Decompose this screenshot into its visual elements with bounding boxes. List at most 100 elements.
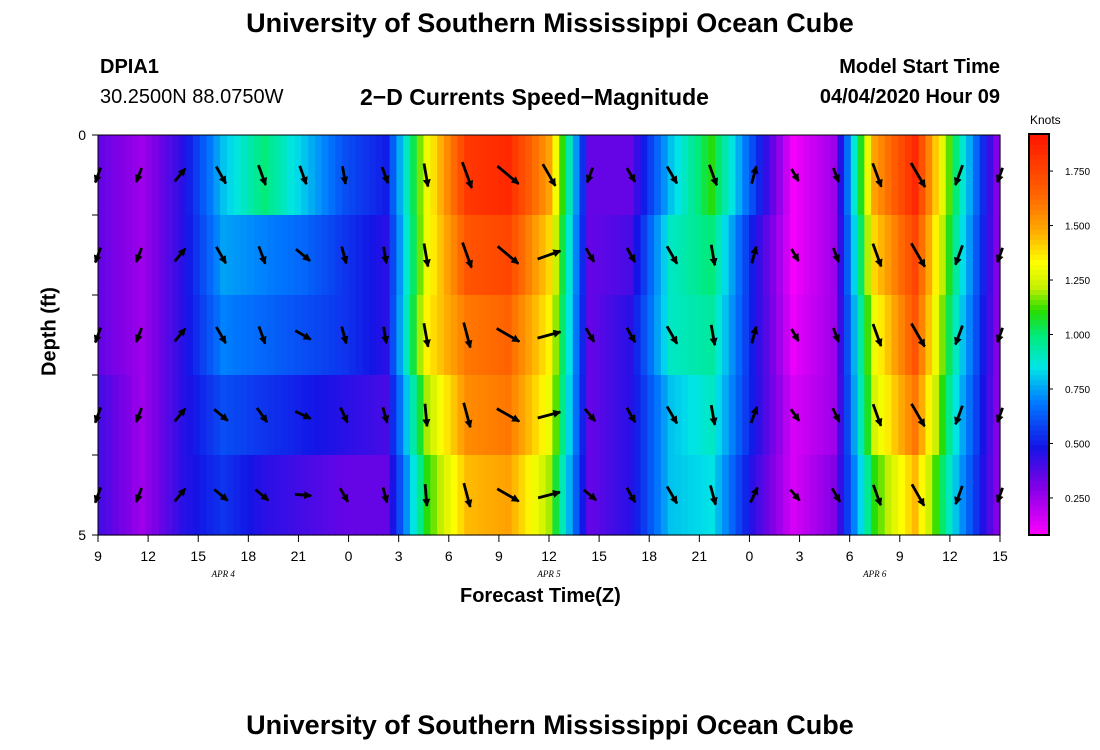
heatmap-cell xyxy=(620,375,628,456)
heatmap-cell xyxy=(471,455,479,536)
colorbar-swatch xyxy=(1029,419,1049,426)
heatmap-cell xyxy=(640,135,648,216)
heatmap-cell xyxy=(281,375,289,456)
heatmap-cell xyxy=(98,135,106,216)
heatmap-cell xyxy=(654,295,662,376)
heatmap-cell xyxy=(192,455,201,536)
heatmap-cell xyxy=(803,215,811,296)
heatmap-cell xyxy=(403,455,411,536)
heatmap-cell xyxy=(213,215,221,296)
heatmap-cell xyxy=(701,295,709,376)
current-arrow xyxy=(422,403,431,428)
heatmap-cell xyxy=(165,295,174,376)
heatmap-cell xyxy=(681,215,689,296)
heatmap-cell xyxy=(186,295,194,376)
heatmap-cell xyxy=(118,455,126,536)
heatmap-cell xyxy=(593,455,601,536)
x-tick-label: 9 xyxy=(896,548,904,564)
heatmap-cell xyxy=(769,455,777,536)
current-arrow xyxy=(750,245,759,264)
heatmap-cell xyxy=(735,135,743,216)
x-tick-label: 0 xyxy=(746,548,754,564)
y-tick-label: 5 xyxy=(78,527,86,543)
heatmap-cell xyxy=(450,375,459,456)
colorbar-swatch xyxy=(1029,154,1049,160)
heatmap-cell xyxy=(694,135,703,216)
heatmap-cell xyxy=(430,295,438,376)
heatmap-cell xyxy=(335,375,343,456)
heatmap-cell xyxy=(491,295,499,376)
heatmap-cell xyxy=(735,455,743,536)
heatmap-cell xyxy=(342,215,350,296)
heatmap-cell xyxy=(152,295,160,376)
heatmap-cell xyxy=(192,375,201,456)
heatmap-cell xyxy=(125,375,133,456)
heatmap-cell xyxy=(796,455,804,536)
heatmap-cell xyxy=(104,135,113,216)
current-arrow xyxy=(541,163,557,187)
heatmap-cell xyxy=(986,215,994,296)
current-arrow xyxy=(173,247,187,263)
heatmap-cell xyxy=(98,215,106,296)
heatmap-cell xyxy=(701,375,709,456)
heatmap-cell xyxy=(911,295,920,376)
colorbar-swatch xyxy=(1029,304,1049,311)
heatmap-cell xyxy=(165,135,174,216)
x-tick-label: 3 xyxy=(796,548,804,564)
heatmap-cell xyxy=(742,215,750,296)
heatmap-cell xyxy=(186,455,194,536)
current-arrow xyxy=(910,403,926,428)
heatmap-cell xyxy=(864,375,872,456)
heatmap-cell xyxy=(688,375,696,456)
colorbar-swatch xyxy=(1029,264,1049,270)
current-arrow xyxy=(135,167,143,183)
heatmap-cell xyxy=(654,455,662,536)
x-tick-label: 15 xyxy=(190,548,206,564)
colorbar-swatch xyxy=(1029,219,1049,225)
heatmap-cell xyxy=(498,295,506,376)
heatmap-cell xyxy=(457,295,465,376)
heatmap-cell xyxy=(769,375,777,456)
heatmap-cell xyxy=(613,455,621,536)
heatmap-cell xyxy=(898,295,906,376)
current-arrow xyxy=(537,329,562,340)
heatmap-cell xyxy=(159,375,167,456)
current-arrow xyxy=(496,487,520,503)
heatmap-cell xyxy=(457,375,465,456)
heatmap-cell xyxy=(186,215,194,296)
heatmap-cell xyxy=(457,135,465,216)
heatmap-cell xyxy=(416,295,425,376)
heatmap-cell xyxy=(972,135,981,216)
heatmap-cell xyxy=(925,295,933,376)
heatmap-cell xyxy=(674,215,682,296)
colorbar-swatch xyxy=(1029,244,1049,250)
heatmap-cell xyxy=(511,455,520,536)
colorbar-swatch xyxy=(1029,139,1049,145)
heatmap-cell xyxy=(199,295,208,376)
heatmap-cell xyxy=(620,215,628,296)
heatmap-cell xyxy=(538,135,547,216)
heatmap-cell xyxy=(511,375,520,456)
heatmap-cell xyxy=(681,455,689,536)
heatmap-cell xyxy=(823,135,832,216)
heatmap-cell xyxy=(484,135,492,216)
heatmap-cell xyxy=(159,135,167,216)
colorbar-swatch xyxy=(1029,249,1049,255)
heatmap-cell xyxy=(192,135,201,216)
heatmap-cell xyxy=(111,455,119,536)
current-arrow xyxy=(910,322,926,348)
heatmap-cell xyxy=(437,215,445,296)
heatmap-cell xyxy=(850,135,859,216)
current-arrow xyxy=(135,407,143,423)
heatmap-cell xyxy=(782,215,791,296)
heatmap-cell xyxy=(721,295,730,376)
heatmap-cell xyxy=(606,295,615,376)
colorbar-swatch xyxy=(1029,199,1049,205)
heatmap-cell xyxy=(104,295,113,376)
current-arrow xyxy=(585,167,595,184)
heatmap-cell xyxy=(348,455,357,536)
heatmap-cell xyxy=(952,295,960,376)
current-arrow xyxy=(750,325,759,344)
heatmap-cell xyxy=(152,215,160,296)
colorbar-swatch xyxy=(1029,329,1049,336)
